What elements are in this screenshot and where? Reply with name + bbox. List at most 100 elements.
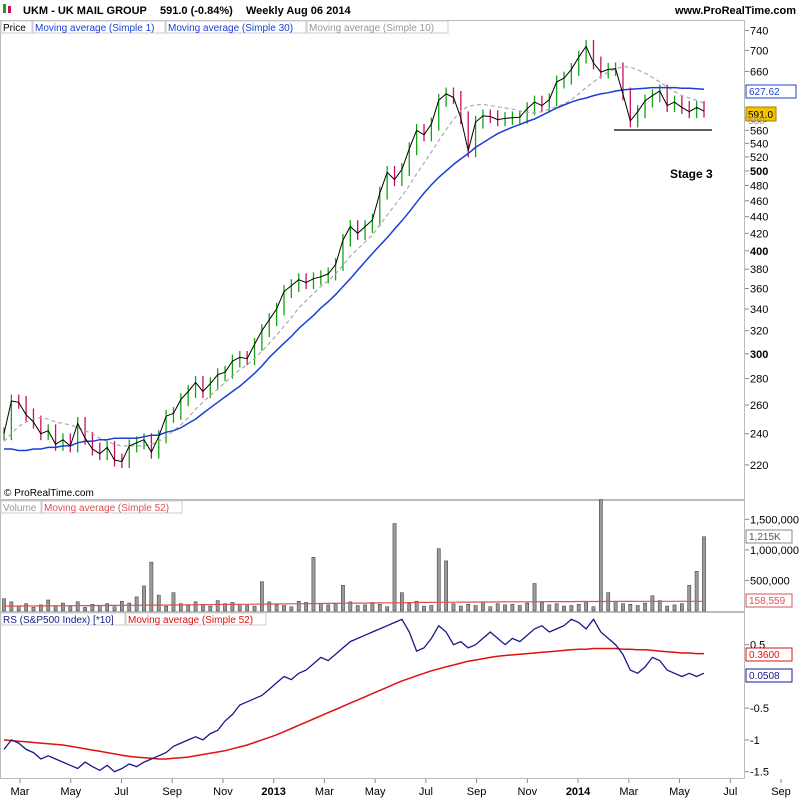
- timeframe-date: Weekly Aug 06 2014: [246, 5, 351, 17]
- volume-bar: [576, 604, 581, 612]
- volume-bar: [105, 603, 110, 612]
- volume-bar: [672, 604, 677, 612]
- volume-bar: [414, 600, 419, 612]
- volume-bar: [215, 600, 220, 612]
- price-tick-label: 260: [750, 400, 768, 412]
- rs-panel[interactable]: [0, 612, 745, 779]
- x-tick-label: May: [669, 786, 690, 798]
- volume-bar: [282, 605, 286, 612]
- x-tick-label: Nov: [213, 786, 233, 798]
- legend-rs[interactable]: RS (S&P500 Index) [*10]: [3, 615, 114, 626]
- price-tick-label: 280: [750, 374, 768, 386]
- price-tick-label: 520: [750, 152, 768, 164]
- volume-bar: [252, 605, 257, 612]
- volume-bar: [385, 606, 390, 612]
- volume-bar: [68, 606, 73, 612]
- volume-bar: [2, 598, 6, 612]
- volume-bar: [149, 561, 154, 612]
- legend-price[interactable]: Price: [3, 23, 26, 34]
- volume-bar: [569, 605, 574, 612]
- volume-bar: [422, 605, 426, 612]
- price-panel[interactable]: [0, 20, 745, 500]
- volume-bar: [540, 602, 544, 612]
- volume-bar: [326, 604, 331, 612]
- volume-bar: [90, 604, 95, 612]
- volume-bar: [274, 604, 279, 612]
- volume-bar: [333, 602, 338, 612]
- volume-panel[interactable]: [0, 500, 745, 612]
- volume-bar: [650, 595, 655, 612]
- copyright-text: © ProRealTime.com: [4, 488, 94, 499]
- volume-bar: [473, 605, 478, 612]
- volume-bar: [532, 583, 537, 612]
- volume-bar: [171, 592, 176, 612]
- ma30-value-tag: 627.62: [745, 84, 797, 99]
- legend-ma1[interactable]: Moving average (Simple 1): [35, 23, 155, 34]
- ma1-line: [3, 45, 705, 463]
- volume-bar: [377, 604, 382, 612]
- rs-ma-tag: 0.3600: [745, 647, 793, 662]
- price-tick-label: 240: [750, 429, 768, 441]
- volume-bar: [341, 585, 345, 612]
- legend-volume-ma[interactable]: Moving average (Simple 52): [44, 503, 169, 514]
- volume-bar: [466, 604, 471, 612]
- volume-bar: [112, 606, 117, 612]
- volume-bars: [2, 499, 706, 612]
- price-tick-label: 340: [750, 304, 768, 316]
- volume-bar: [687, 585, 692, 612]
- volume-bar: [311, 556, 316, 612]
- volume-bar: [363, 604, 367, 612]
- legend-ma10[interactable]: Moving average (Simple 10): [309, 23, 434, 34]
- volume-y-axis: 500,000 1,000,000 1,500,000: [745, 514, 799, 587]
- volume-bar: [481, 601, 485, 612]
- volume-bar: [525, 602, 530, 612]
- volume-bar: [591, 606, 596, 612]
- svg-text:591.0: 591.0: [748, 110, 773, 121]
- volume-bar: [451, 603, 456, 612]
- volume-bar: [510, 604, 515, 612]
- x-tick-label: Mar: [315, 786, 334, 798]
- volume-bar: [503, 604, 507, 612]
- stage-annotation: Stage 3: [670, 167, 713, 181]
- volume-bar: [208, 605, 213, 612]
- volume-bar: [16, 605, 21, 612]
- price-bars: [3, 39, 705, 469]
- volume-bar: [598, 499, 603, 612]
- svg-text:0.0508: 0.0508: [749, 671, 780, 682]
- volume-bar: [547, 604, 552, 612]
- volume-bar: [495, 603, 500, 612]
- price-tick-label: 480: [750, 181, 768, 193]
- price-tick-label: 300: [750, 349, 768, 361]
- volume-bar: [289, 606, 294, 612]
- brand-url[interactable]: www.ProRealTime.com: [674, 5, 796, 17]
- volume-bar: [120, 600, 124, 612]
- volume-bar: [400, 592, 404, 612]
- volume-bar: [304, 602, 308, 612]
- volume-bar: [628, 604, 633, 612]
- legend-volume[interactable]: Volume: [3, 503, 37, 514]
- volume-bar: [83, 607, 87, 612]
- volume-bar: [657, 600, 662, 612]
- volume-bar: [267, 601, 272, 612]
- volume-bar: [245, 605, 250, 612]
- candle-icon: [3, 4, 11, 13]
- quote-text: 591.0 (-0.84%): [160, 5, 233, 17]
- price-tick-label: 360: [750, 284, 768, 296]
- volume-bar: [444, 560, 448, 612]
- volume-bar: [517, 605, 522, 612]
- legend-rs-ma[interactable]: Moving average (Simple 52): [128, 615, 253, 626]
- last-volume-tag: 1,215K: [745, 529, 793, 544]
- rs-value-tag: 0.0508: [745, 668, 793, 683]
- legend-ma30[interactable]: Moving average (Simple 30): [168, 23, 293, 34]
- volume-bar: [436, 548, 441, 612]
- volume-bar: [554, 603, 559, 612]
- volume-tick-label: 1,000,000: [750, 545, 799, 557]
- x-tick-label: Jul: [114, 786, 128, 798]
- price-tick-label: 380: [750, 264, 768, 276]
- x-tick-label: May: [60, 786, 81, 798]
- price-tick-label: 500: [750, 166, 768, 178]
- volume-bar: [562, 605, 566, 612]
- volume-bar: [193, 601, 198, 612]
- volume-bar: [348, 601, 353, 612]
